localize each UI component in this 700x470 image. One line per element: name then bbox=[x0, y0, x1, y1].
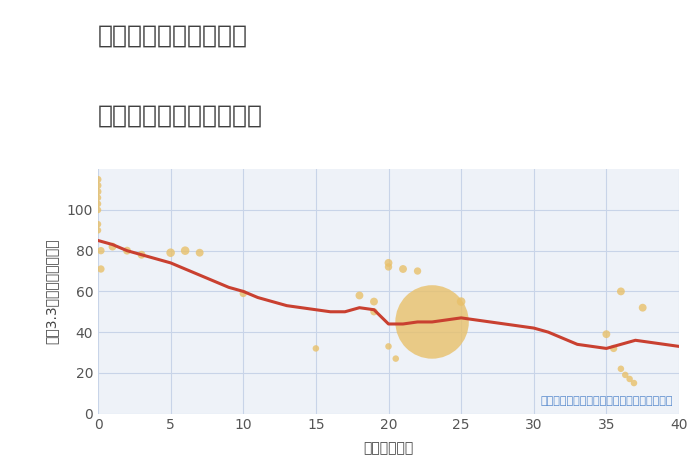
Point bbox=[122, 247, 133, 254]
Point bbox=[456, 298, 467, 306]
Point bbox=[383, 263, 394, 271]
Point bbox=[398, 265, 409, 273]
Point bbox=[95, 247, 106, 254]
Text: 築年数別中古戸建て価格: 築年数別中古戸建て価格 bbox=[98, 103, 263, 127]
Point bbox=[629, 379, 640, 387]
Point bbox=[368, 298, 379, 306]
Point bbox=[194, 249, 205, 257]
Point bbox=[180, 247, 191, 254]
Point bbox=[368, 308, 379, 315]
Point bbox=[620, 371, 631, 379]
Point bbox=[426, 318, 438, 326]
Point bbox=[637, 304, 648, 312]
Point bbox=[383, 259, 394, 266]
Point bbox=[165, 249, 176, 257]
Text: 円の大きさは、取引のあった物件面積を示す: 円の大きさは、取引のあった物件面積を示す bbox=[540, 396, 673, 406]
Point bbox=[92, 176, 104, 183]
Point bbox=[615, 288, 626, 295]
Point bbox=[92, 188, 104, 196]
Point bbox=[383, 343, 394, 350]
Point bbox=[310, 345, 321, 352]
Point bbox=[354, 292, 365, 299]
Point bbox=[92, 206, 104, 214]
Point bbox=[95, 265, 106, 273]
Point bbox=[608, 345, 620, 352]
Point bbox=[601, 330, 612, 338]
Point bbox=[92, 227, 104, 234]
Point bbox=[237, 290, 249, 297]
X-axis label: 築年数（年）: 築年数（年） bbox=[363, 441, 414, 455]
Point bbox=[92, 182, 104, 189]
Point bbox=[412, 267, 423, 275]
Point bbox=[92, 220, 104, 228]
Text: 兵庫県姫路市御立西の: 兵庫県姫路市御立西の bbox=[98, 24, 248, 47]
Point bbox=[615, 365, 626, 373]
Point bbox=[136, 251, 147, 258]
Point bbox=[92, 200, 104, 208]
Point bbox=[390, 355, 401, 362]
Point bbox=[624, 375, 635, 383]
Point bbox=[92, 194, 104, 202]
Point bbox=[107, 243, 118, 251]
Y-axis label: 坪（3.3㎡）単価（万円）: 坪（3.3㎡）単価（万円） bbox=[44, 239, 58, 344]
